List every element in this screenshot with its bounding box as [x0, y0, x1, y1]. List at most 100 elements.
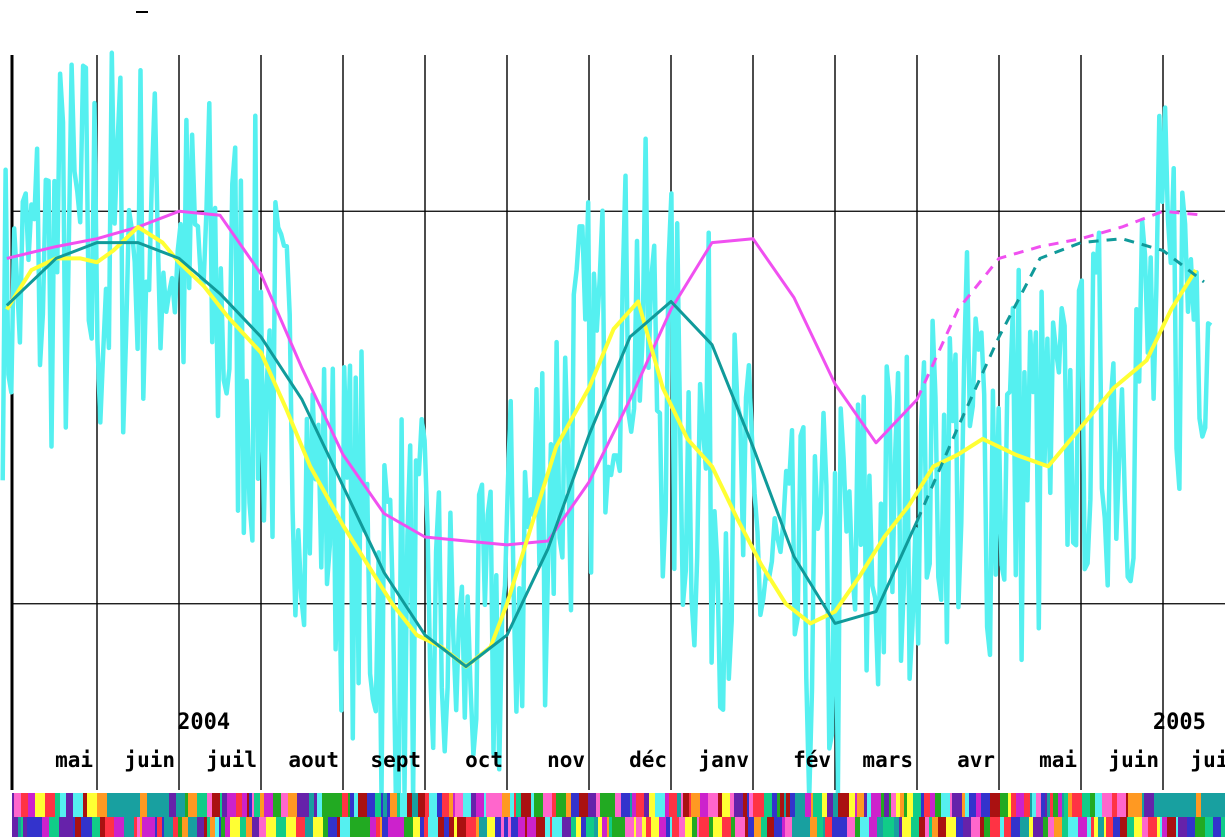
strip-cell [178, 817, 182, 837]
strip-cell [182, 817, 188, 837]
strip-cell [397, 793, 400, 817]
strip-cell [66, 817, 73, 837]
strip-cell [281, 793, 288, 817]
strip-cell [317, 793, 322, 817]
strip-cell [822, 793, 827, 817]
month-label-1: juin [124, 748, 175, 772]
strip-cell [1162, 793, 1171, 817]
strip-cell [424, 817, 428, 837]
strip-cell [12, 793, 14, 817]
strip-cell [735, 817, 745, 837]
strip-cell [670, 817, 672, 837]
strip-cell [388, 817, 397, 837]
strip-cell [734, 793, 743, 817]
strip-cell [140, 793, 147, 817]
strip-cell [1041, 793, 1045, 817]
strip-cell [655, 793, 665, 817]
strip-cell [642, 817, 646, 837]
strip-cell [1058, 793, 1062, 817]
strip-cell [463, 793, 471, 817]
strip-cell [207, 793, 212, 817]
strip-cell [777, 793, 780, 817]
strip-cell [49, 817, 59, 837]
strip-cell [397, 817, 404, 837]
strip-cell [672, 817, 679, 837]
strip-cell [588, 793, 596, 817]
strip-cell [140, 817, 142, 837]
strip-cell [28, 793, 35, 817]
strip-cell [713, 817, 722, 837]
strip-cell [1053, 793, 1058, 817]
strip-cell [832, 817, 839, 837]
strip-cell [612, 817, 617, 837]
strip-cell [495, 817, 501, 837]
month-label-6: nov [547, 748, 585, 772]
strip-cell [900, 793, 904, 817]
month-label-5: oct [465, 748, 503, 772]
strip-cell [810, 817, 817, 837]
strip-cell [913, 793, 921, 817]
strip-cell [1178, 817, 1187, 837]
strip-cell [1205, 817, 1213, 837]
strip-cell [453, 793, 455, 817]
strip-cell [1144, 793, 1154, 817]
strip-cell [780, 793, 784, 817]
month-label-2: juil [206, 748, 257, 772]
strip-cell [27, 817, 35, 837]
fitted-series-line [5, 241, 919, 668]
strip-cell [1008, 793, 1011, 817]
strip-cell [609, 817, 612, 837]
strip-cell [425, 793, 429, 817]
strip-cell [644, 793, 646, 817]
strip-cell [681, 793, 683, 817]
strip-cell [1082, 793, 1088, 817]
strip-cell [924, 793, 930, 817]
strip-cell [114, 817, 124, 837]
strip-cell [1098, 817, 1104, 837]
strip-cell [1043, 817, 1048, 837]
strip-cell [413, 817, 420, 837]
strip-cell [130, 793, 135, 817]
strip-cell [792, 817, 801, 837]
smoothed-series-line [5, 225, 1198, 669]
strip-cell [370, 817, 376, 837]
strip-cell [718, 793, 722, 817]
strip-cell [990, 817, 992, 837]
strip-cell [605, 793, 615, 817]
raw-signal-line [0, 50, 1213, 803]
strip-cell [380, 817, 382, 837]
strip-cell [126, 793, 130, 817]
strip-cell [147, 793, 149, 817]
strip-cell [823, 817, 825, 837]
strip-cell [899, 817, 902, 837]
strip-cell [358, 793, 367, 817]
strip-cell [197, 817, 204, 837]
strip-cell [607, 817, 609, 837]
strip-cell [1120, 817, 1127, 837]
strip-cell [42, 817, 49, 837]
strip-cell [545, 817, 550, 837]
strip-cell [825, 817, 832, 837]
strip-cell [510, 793, 514, 817]
strip-cell [891, 793, 896, 817]
strip-cell [382, 817, 388, 837]
strip-cell [889, 793, 891, 817]
strip-cell [60, 793, 66, 817]
strip-cell [309, 793, 314, 817]
month-label-11: avr [957, 748, 995, 772]
strip-cell [383, 793, 387, 817]
strip-cell [1068, 817, 1078, 837]
strip-cell [1113, 817, 1120, 837]
strip-cell [1160, 817, 1162, 837]
envelope-series-dashed [915, 209, 1205, 401]
strip-cell [242, 793, 247, 817]
strip-cell [273, 793, 281, 817]
strip-cell [1064, 793, 1068, 817]
strip-cell [504, 817, 508, 837]
strip-cell [730, 793, 734, 817]
strip-cell [1213, 817, 1221, 837]
strip-cell [502, 793, 510, 817]
strip-cell [602, 817, 607, 837]
strip-cell [594, 817, 598, 837]
